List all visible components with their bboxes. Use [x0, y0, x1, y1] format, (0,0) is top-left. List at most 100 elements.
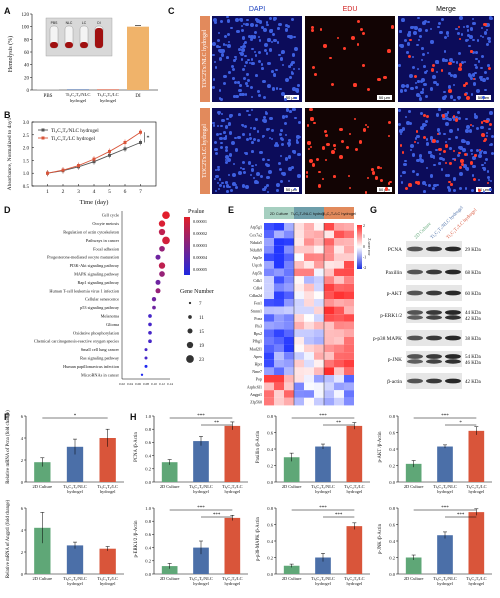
nucleus [480, 121, 484, 124]
nucleus [380, 178, 383, 182]
band [426, 246, 442, 252]
nucleus [441, 58, 446, 62]
nucleus [447, 72, 451, 76]
nucleus [230, 27, 233, 30]
y-axis-label: Relative mRNA of Pcna (fold change) [6, 410, 11, 484]
heatmap-cell [334, 283, 344, 292]
nucleus [241, 160, 246, 165]
nucleus [284, 121, 288, 125]
nucleus [340, 139, 345, 144]
nucleus [435, 60, 439, 64]
nucleus [425, 142, 430, 146]
heatmap-cell [334, 306, 344, 315]
nucleus [419, 34, 423, 38]
nucleus [429, 154, 434, 158]
heatmap-cell [334, 291, 344, 299]
nucleus [399, 144, 403, 147]
nucleus [251, 47, 254, 51]
x-tick-label: Ti₃C₂Tₓ/NLC [311, 484, 335, 489]
nucleus [287, 24, 291, 28]
gene-label: Nme7 [252, 369, 262, 374]
nucleus [265, 112, 269, 116]
nucleus [271, 40, 274, 44]
nucleus [250, 58, 254, 61]
heatmap-cell [284, 230, 294, 239]
nucleus [333, 144, 336, 147]
heatmap-cell [304, 306, 314, 315]
nucleus [459, 187, 463, 191]
x-tick-label: hydrogel [100, 489, 116, 494]
x-tick-label: Ti₃C₂Tₓ/LC [466, 576, 487, 581]
tube-liquid [65, 42, 73, 48]
nucleus [232, 76, 235, 80]
heatmap-cell [274, 261, 284, 269]
blot-strip [406, 307, 462, 323]
nucleus [455, 27, 458, 30]
nucleus [277, 162, 281, 166]
y-tick-label: 2 [21, 458, 24, 463]
nucleus [474, 154, 477, 157]
group-label: 2D Culture [270, 212, 288, 216]
nucleus [279, 136, 283, 140]
nucleus [345, 145, 350, 150]
protein-label: p-p38 MAPK [373, 336, 402, 342]
nucleus [425, 166, 428, 169]
pathway-label: Pathways in cancer [86, 238, 120, 243]
heatmap-cell [324, 276, 334, 284]
nucleus [468, 129, 473, 133]
nucleus [425, 69, 429, 73]
nucleus [444, 58, 448, 62]
heatmap-cell [324, 390, 334, 398]
nucleus [406, 42, 411, 46]
nucleus [353, 118, 356, 121]
nucleus [449, 129, 454, 134]
heatmap-cell [344, 261, 354, 269]
protein-label: p-ERK1/2 [380, 313, 402, 319]
nucleus [234, 57, 237, 60]
nucleus [319, 28, 323, 31]
y-axis-label: Relative mRNA of Angpt1 (fold change) [6, 499, 11, 578]
nucleus [240, 58, 243, 61]
nucleus [399, 132, 403, 136]
nucleus [245, 109, 249, 113]
nucleus [444, 113, 448, 117]
heatmap-cell [274, 344, 284, 353]
nucleus [232, 68, 235, 72]
nucleus [281, 115, 286, 120]
nucleus [435, 139, 440, 144]
y-axis-label: PCNA /β-Actin [134, 432, 139, 462]
nucleus [212, 53, 215, 57]
gene-label: Apex [253, 354, 262, 359]
heatmap-cell [284, 299, 294, 307]
heatmap-cell [334, 238, 344, 246]
nucleus [444, 144, 449, 149]
x-tick-label: hydrogel [437, 581, 453, 586]
gene-label: Arpbc6l1 [247, 384, 262, 389]
nucleus [424, 119, 429, 124]
y-tick-label: 0.5 [23, 185, 30, 190]
nucleus [466, 34, 471, 38]
nucleus [447, 188, 452, 192]
nucleus [243, 171, 247, 175]
nucleus [419, 79, 424, 84]
heatmap-cell [314, 314, 324, 322]
nucleus [401, 84, 405, 89]
y-tick-label: 0 [21, 572, 24, 577]
pvalue-tick: 0.00004 [193, 255, 208, 260]
heatmap-cell [294, 261, 304, 269]
bar [66, 446, 84, 482]
y-axis-label: p-AKT /β-Actin [378, 431, 383, 463]
nucleus [475, 57, 479, 61]
nucleus [218, 57, 222, 61]
nucleus [242, 22, 246, 26]
nucleus [228, 131, 233, 135]
heatmap-cell [324, 344, 334, 353]
nucleus [408, 31, 411, 34]
x-tick-label: 2D Culture [404, 484, 424, 489]
x-tick-label: Ti₃C₂Tₓ/LC [466, 484, 487, 489]
nucleus [273, 73, 277, 77]
nucleus [285, 108, 290, 112]
x-tick-label: hydrogel [315, 581, 331, 586]
nucleus [240, 24, 244, 27]
nucleus [438, 30, 443, 35]
